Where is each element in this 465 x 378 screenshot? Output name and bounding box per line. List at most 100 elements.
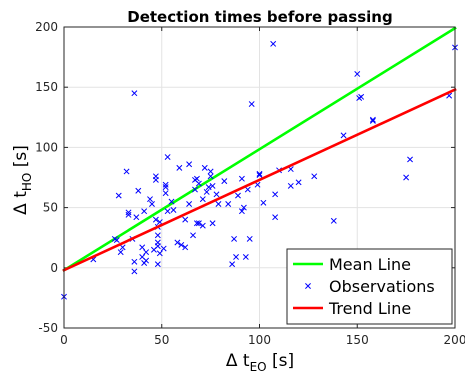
observation-marker: [154, 261, 161, 268]
observation-marker: [182, 216, 189, 223]
observation-marker: [354, 71, 361, 77]
observation-marker: [203, 188, 210, 195]
observation-marker: [209, 220, 216, 227]
chart-title: Detection times before passing: [127, 8, 392, 26]
observation-marker: [246, 235, 253, 242]
y-tick-label: -50: [38, 321, 58, 335]
observation-marker: [152, 216, 159, 223]
observation-marker: [199, 196, 206, 203]
observation-marker: [330, 217, 337, 224]
x-tick-label: 50: [154, 333, 169, 347]
observation-marker: [369, 116, 376, 123]
y-axis-label: Δ tHO [s]: [11, 145, 34, 215]
observation-marker: [244, 186, 251, 193]
data-series: [61, 26, 458, 300]
observation-marker: [162, 184, 169, 191]
observation-marker: [205, 184, 212, 191]
x-tick-label: 200: [444, 333, 465, 347]
observation-marker: [182, 244, 189, 251]
y-axis-label-suffix: [s]: [11, 145, 31, 173]
y-tick-label: 0: [50, 261, 58, 275]
observation-marker: [340, 132, 347, 139]
observation-marker: [168, 198, 175, 205]
observation-marker: [186, 161, 193, 168]
observation-marker: [193, 175, 200, 182]
observation-marker: [272, 214, 279, 221]
legend: Mean Line Observations Trend Line: [286, 248, 453, 325]
observation-marker: [143, 257, 150, 264]
observation-marker: [154, 232, 161, 239]
observation-marker: [195, 180, 202, 187]
observation-marker: [131, 268, 138, 275]
observation-marker: [201, 164, 208, 171]
mean-line: [62, 26, 457, 272]
observation-marker: [156, 250, 163, 257]
observation-marker: [113, 237, 120, 244]
legend-swatch-observations: [305, 283, 311, 289]
observation-marker: [199, 222, 206, 229]
observation-marker: [170, 207, 177, 213]
observation-marker: [147, 196, 153, 203]
observation-marker: [135, 187, 142, 194]
observation-marker: [242, 254, 249, 260]
observation-marker: [248, 101, 255, 108]
y-axis-ticks: -50 0 50 100 150 200: [35, 20, 455, 335]
observation-marker: [369, 117, 376, 124]
observation-marker: [131, 90, 138, 97]
x-tick-label: 150: [346, 333, 369, 347]
observation-marker: [193, 220, 200, 227]
x-tick-label: 100: [248, 333, 271, 347]
observation-points: [61, 40, 458, 300]
observation-marker: [256, 172, 263, 179]
observation-marker: [207, 173, 214, 180]
y-tick-label: 100: [35, 140, 58, 154]
observation-marker: [229, 261, 236, 268]
observation-marker: [233, 254, 239, 260]
observation-marker: [403, 174, 410, 181]
legend-label-mean-line: Mean Line: [329, 255, 411, 274]
legend-label-trend-line: Trend Line: [328, 299, 411, 318]
observation-marker: [117, 249, 124, 256]
trend-line: [62, 87, 457, 272]
observation-marker: [139, 244, 146, 251]
observation-marker: [131, 258, 138, 265]
observation-marker: [238, 208, 245, 215]
observation-marker: [115, 192, 122, 199]
observation-marker: [295, 179, 302, 186]
legend-label-observations: Observations: [329, 277, 435, 296]
observation-marker: [311, 173, 318, 180]
observation-marker: [178, 241, 185, 248]
observation-marker: [238, 175, 245, 182]
observation-marker: [225, 201, 232, 207]
observation-marker: [213, 191, 220, 198]
x-axis-label-prefix: Δ t: [226, 351, 250, 371]
y-tick-label: 200: [35, 20, 58, 34]
observation-marker: [209, 182, 216, 189]
observation-marker: [123, 168, 130, 175]
observation-marker: [152, 173, 159, 180]
observation-marker: [407, 156, 413, 163]
y-axis-label-subscript: HO: [20, 173, 34, 191]
observation-marker: [260, 199, 267, 206]
observation-marker: [186, 201, 193, 207]
observation-marker: [125, 209, 132, 216]
observation-marker: [287, 182, 294, 189]
observation-marker: [231, 235, 238, 242]
observation-marker: [272, 191, 279, 198]
observation-marker: [160, 245, 167, 252]
observation-marker: [164, 154, 171, 160]
observation-marker: [190, 232, 196, 239]
observation-marker: [162, 190, 169, 197]
observation-marker: [154, 243, 161, 250]
observation-marker: [174, 239, 181, 246]
y-tick-label: 50: [43, 201, 58, 215]
observation-marker: [143, 249, 150, 256]
observation-marker: [176, 164, 183, 171]
observation-marker: [358, 93, 365, 100]
x-axis-label-suffix: [s]: [267, 351, 295, 371]
observation-marker: [207, 168, 214, 175]
observation-marker: [192, 186, 198, 193]
plot-frame: [63, 26, 456, 329]
